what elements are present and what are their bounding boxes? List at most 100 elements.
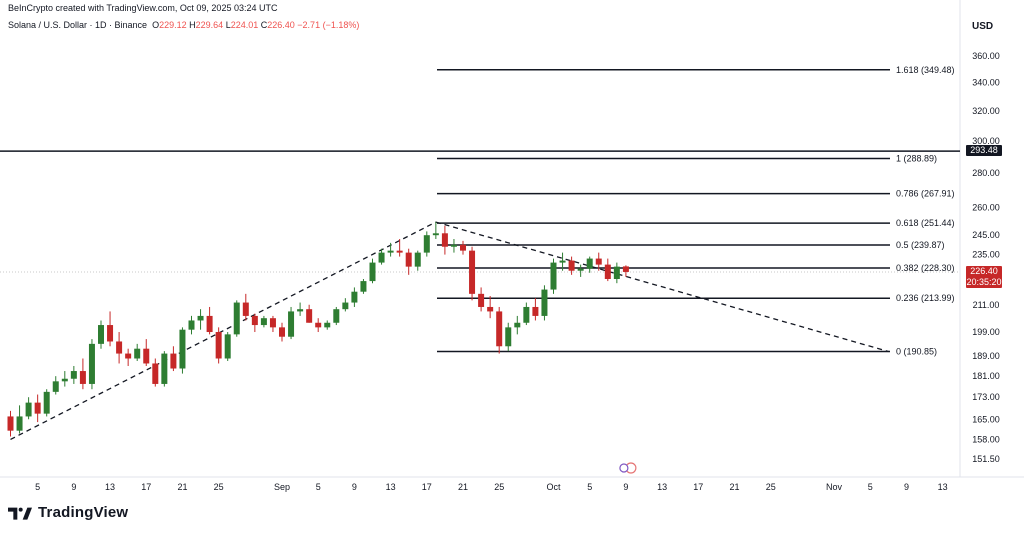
- x-tick-label: 17: [422, 482, 432, 492]
- candle-body-up: [224, 334, 231, 359]
- tradingview-logo[interactable]: TradingView: [8, 504, 128, 521]
- candle-body-up: [505, 327, 512, 347]
- candle-body-up: [179, 329, 186, 369]
- change-value: −2.71 (−1.18%): [297, 20, 360, 30]
- y-tick-label: 300.00: [972, 136, 1000, 146]
- candle-body-up: [559, 260, 566, 263]
- y-tick-label: 245.00: [972, 230, 1000, 240]
- candle-body-down: [79, 371, 86, 384]
- candle-body-up: [586, 258, 593, 269]
- y-tick-label: 158.00: [972, 434, 1000, 444]
- fib-level-label: 0.236 (213.99): [896, 293, 955, 303]
- candle-body-up: [324, 322, 331, 328]
- x-tick-label: 9: [904, 482, 909, 492]
- x-tick-label: 5: [316, 482, 321, 492]
- candle-body-down: [143, 348, 150, 364]
- candle-body-up: [98, 325, 104, 344]
- candle-body-up: [360, 281, 367, 292]
- candle-body-up: [161, 353, 168, 384]
- candle-body-up: [260, 318, 267, 326]
- x-tick-label: 21: [458, 482, 468, 492]
- candle-body-down: [170, 353, 177, 369]
- low-label: L: [225, 20, 231, 30]
- candle-body-down: [595, 258, 602, 265]
- fib-level-label: 1 (288.89): [896, 153, 937, 163]
- y-tick-label: 211.00: [973, 300, 1000, 310]
- fib-level-label: 0.5 (239.87): [896, 240, 945, 250]
- y-tick-label: 235.00: [972, 250, 1000, 260]
- symbol-info: Solana / U.S. Dollar · 1D · Binance O229…: [8, 20, 359, 30]
- y-tick-label: 165.00: [972, 414, 1000, 424]
- x-tick-label: 13: [386, 482, 396, 492]
- y-tick-label: 360.00: [972, 51, 1000, 61]
- candle-body-up: [550, 262, 557, 290]
- chart-credit: BeInCrypto created with TradingView.com,…: [8, 3, 278, 13]
- candle-body-up: [577, 268, 584, 271]
- candle-body-up: [432, 233, 439, 236]
- candle-body-down: [34, 402, 41, 414]
- currency-label[interactable]: USD: [972, 21, 994, 32]
- candle-body-down: [396, 250, 403, 253]
- current-price-value: 226.40: [970, 265, 998, 276]
- y-tick-label: 189.00: [972, 351, 1000, 361]
- tradingview-wordmark: TradingView: [38, 504, 129, 521]
- candle-body-up: [369, 262, 376, 282]
- candle-body-down: [242, 302, 249, 316]
- candle-body-up: [288, 311, 295, 337]
- candle-body-up: [43, 391, 50, 414]
- symbol-name: Solana / U.S. Dollar · 1D · Binance: [8, 20, 148, 30]
- x-tick-label: 9: [71, 482, 76, 492]
- trend-line: [10, 221, 437, 441]
- candle-body-up: [70, 371, 77, 379]
- horizontal-line-price-tag: 293.48: [966, 145, 1002, 157]
- fib-level-label: 0 (190.85): [896, 346, 937, 356]
- candle-body-down: [107, 325, 114, 342]
- x-tick-label: 21: [729, 482, 739, 492]
- y-tick-label: 280.00: [972, 168, 1000, 178]
- candle-body-down: [306, 309, 313, 323]
- candle-body-down: [532, 306, 539, 316]
- candle-body-up: [233, 302, 240, 335]
- high-label: H: [189, 20, 196, 30]
- candle-body-up: [25, 402, 32, 417]
- x-tick-label: 9: [623, 482, 628, 492]
- trend-line: [435, 221, 889, 353]
- candle-body-down: [604, 264, 611, 279]
- candle-body-up: [16, 416, 23, 431]
- candle-body-down: [478, 293, 485, 307]
- candle-body-up: [523, 306, 530, 323]
- y-tick-label: 340.00: [972, 78, 1000, 88]
- candle-body-down: [315, 322, 322, 328]
- candle-body-down: [206, 315, 213, 333]
- x-tick-label: 17: [693, 482, 703, 492]
- fib-level-label: 0.618 (251.44): [896, 218, 955, 228]
- candle-body-down: [405, 252, 412, 267]
- candle-body-down: [269, 318, 276, 328]
- x-tick-label: 5: [35, 482, 40, 492]
- candle-body-up: [351, 291, 358, 303]
- candle-body-down: [568, 260, 575, 271]
- tradingview-logo-icon: [8, 507, 32, 520]
- candle-body-up: [52, 381, 59, 392]
- candle-body-down: [215, 332, 222, 359]
- candle-body-up: [541, 289, 548, 316]
- candle-body-down: [251, 315, 258, 326]
- y-tick-label: 260.00: [972, 203, 1000, 213]
- x-tick-label: 9: [352, 482, 357, 492]
- y-tick-label: 173.00: [972, 392, 1000, 402]
- current-price-tag: 226.40 20:35:20: [966, 265, 1002, 288]
- x-tick-label: 25: [494, 482, 504, 492]
- x-tick-label: 13: [657, 482, 667, 492]
- candle-body-down: [487, 306, 494, 312]
- candle-body-down: [7, 416, 14, 431]
- y-tick-label: 181.00: [972, 371, 1000, 381]
- candle-body-up: [423, 235, 430, 253]
- candle-body-down: [152, 363, 159, 384]
- low-value: 224.01: [230, 20, 259, 30]
- candle-body-up: [342, 302, 349, 310]
- fib-level-label: 0.382 (228.30): [896, 263, 955, 273]
- close-label: C: [260, 20, 268, 30]
- candle-body-up: [61, 378, 68, 382]
- candle-body-up: [333, 309, 340, 323]
